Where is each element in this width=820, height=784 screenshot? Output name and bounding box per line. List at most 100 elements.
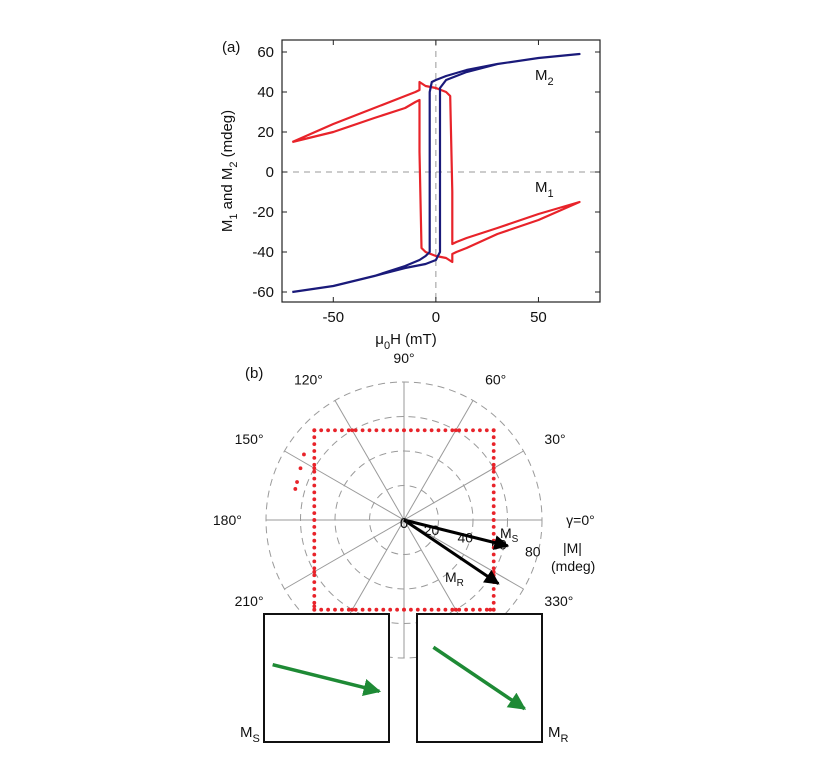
- panel-a-ticks: -50 0 50 -60 -40 -20 0 20 40 60: [252, 40, 600, 326]
- polar-point: [478, 607, 482, 612]
- polar-point: [491, 569, 496, 574]
- polar-point: [312, 552, 317, 557]
- polar-point: [491, 504, 496, 509]
- polar-point: [491, 566, 496, 571]
- panel-b: (b) γ=0°30°60°90°120°150°180°210° 330° 20…: [213, 350, 595, 745]
- polar-point: [491, 518, 496, 522]
- polar-point: [312, 490, 317, 495]
- polar-point: [478, 428, 482, 433]
- polar-point: [312, 531, 317, 536]
- polar-point: [429, 607, 434, 612]
- x-tick-label: -50: [322, 309, 344, 326]
- polar-point: [312, 469, 317, 474]
- polar-point: [312, 545, 317, 550]
- polar-point: [453, 428, 458, 433]
- polar-point: [443, 428, 448, 433]
- polar-point: [312, 518, 317, 522]
- polar-point: [491, 552, 496, 557]
- polar-point: [319, 607, 324, 612]
- series-line-m2: [292, 52, 581, 294]
- y-tick-label: 40: [257, 84, 274, 101]
- polar-point: [312, 456, 317, 460]
- polar-point: [491, 442, 496, 446]
- polar-series-points: [293, 428, 496, 612]
- polar-point: [346, 428, 351, 433]
- polar-point: [429, 428, 434, 433]
- radial-unit-label-1: |M|: [563, 540, 582, 556]
- polar-point: [388, 428, 393, 433]
- polar-point: [464, 607, 468, 612]
- polar-point: [450, 607, 455, 612]
- polar-point: [491, 435, 496, 440]
- polar-point: [312, 573, 317, 578]
- y-tick-label: 0: [266, 164, 274, 181]
- polar-point: [491, 559, 496, 564]
- y-tick-label: -40: [252, 244, 274, 261]
- polar-point: [491, 466, 496, 471]
- polar-point: [312, 566, 317, 571]
- polar-point: [491, 545, 496, 550]
- polar-vectors: [403, 518, 510, 585]
- polar-point: [491, 587, 496, 591]
- polar-point: [312, 587, 317, 591]
- polar-point: [491, 462, 496, 467]
- polar-angle-labels: γ=0° 30° 60° 90° 120° 150° 180° 210° 330°: [213, 350, 595, 609]
- polar-point: [471, 607, 475, 612]
- polar-point: [443, 607, 448, 612]
- polar-angle-label: 90°: [393, 350, 414, 366]
- inset-mr-label: MR: [548, 724, 569, 745]
- polar-point: [409, 607, 413, 612]
- polar-point: [409, 428, 413, 433]
- polar-origin-label: 0: [400, 515, 408, 532]
- polar-point: [340, 607, 344, 612]
- polar-point: [312, 435, 317, 440]
- panel-a-xlabel: μ0H (mT): [375, 331, 436, 352]
- polar-point: [491, 511, 496, 515]
- polar-angle-label: 120°: [294, 372, 323, 388]
- polar-point: [360, 428, 365, 433]
- polar-point: [491, 600, 496, 605]
- polar-point: [312, 607, 317, 612]
- polar-point: [488, 607, 493, 612]
- inset-ms-arrow: [272, 662, 382, 696]
- polar-point: [471, 428, 475, 433]
- polar-point: [312, 569, 317, 574]
- polar-point: [388, 607, 393, 612]
- annotation-m2: M2: [535, 67, 554, 88]
- polar-point: [436, 607, 441, 612]
- panel-a-frame: [281, 39, 601, 303]
- polar-angle-label: γ=0°: [566, 512, 595, 528]
- panel-a-series: [291, 52, 581, 294]
- vector-ms: [403, 518, 510, 550]
- polar-point: [436, 428, 441, 433]
- polar-point: [312, 504, 317, 509]
- panel-a: (a) -50 0 50 -60 -40 -20 0 20 40 60 M2 M1 μ0H (mT…: [219, 39, 601, 352]
- polar-point: [353, 607, 358, 612]
- polar-point: [333, 607, 337, 612]
- inset-mr-arrow: [432, 645, 527, 711]
- polar-point: [350, 428, 355, 433]
- polar-point: [312, 476, 317, 481]
- y-tick-label: 60: [257, 44, 274, 61]
- polar-point: [312, 442, 317, 446]
- polar-point: [312, 600, 317, 605]
- polar-point: [367, 607, 372, 612]
- polar-point: [312, 466, 317, 471]
- polar-point: [464, 428, 468, 433]
- polar-point: [450, 428, 455, 433]
- polar-point: [353, 428, 358, 433]
- inset-mr: MR: [416, 613, 569, 745]
- x-tick-label: 0: [432, 309, 440, 326]
- polar-point: [402, 607, 406, 612]
- polar-point: [312, 559, 317, 564]
- polar-point: [491, 469, 496, 474]
- polar-point: [484, 607, 489, 612]
- polar-point: [395, 607, 399, 612]
- polar-point: [491, 573, 496, 578]
- polar-point: [312, 594, 317, 598]
- vector-mr: [403, 518, 500, 585]
- polar-point: [312, 483, 317, 488]
- polar-point: [312, 538, 317, 543]
- polar-point: [298, 466, 303, 471]
